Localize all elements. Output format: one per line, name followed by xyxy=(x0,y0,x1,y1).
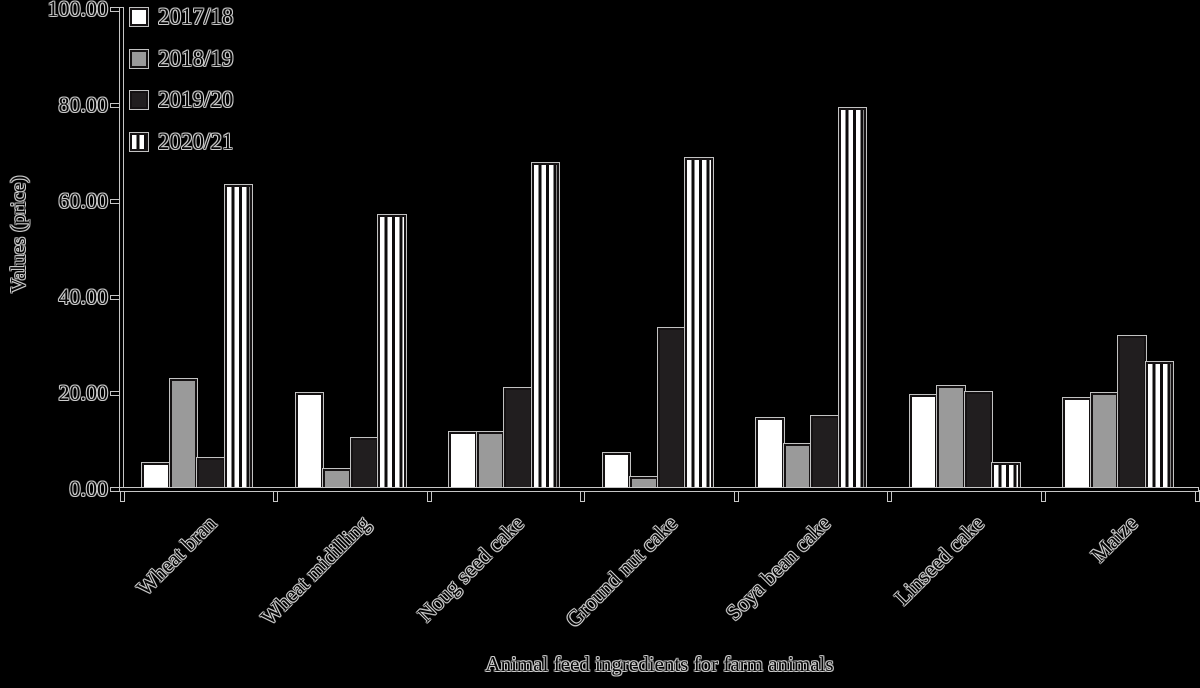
bar-2018-19-wheat-midilling xyxy=(323,468,351,489)
x-category-label-linseed-cake: Linseed cake xyxy=(889,510,989,610)
bar-2019-20-noug-seed-cake xyxy=(504,388,532,489)
y-tick-mark xyxy=(110,391,121,396)
x-tick-mark xyxy=(119,490,125,502)
x-category-label-wheat-bran: Wheat bran xyxy=(131,510,222,601)
bar-2019-20-ground-nut-cake xyxy=(657,328,686,489)
bar-2017-18-wheat-midilling xyxy=(295,393,324,489)
x-tick-mark xyxy=(580,490,586,502)
legend-label-2017-18: 2017/18 xyxy=(158,4,234,29)
x-tick-mark xyxy=(1040,490,1046,502)
bar-2019-20-soya-bean-cake xyxy=(811,416,839,489)
y-tick-label: 0.00 xyxy=(69,476,109,501)
bar-2020-21-noug-seed-cake xyxy=(531,162,560,489)
legend-swatch-2017-18 xyxy=(130,8,148,26)
bar-2017-18-linseed-cake xyxy=(909,394,938,489)
legend-swatch-2020-21 xyxy=(130,132,148,151)
bar-2020-21-maize xyxy=(1145,362,1174,489)
x-category-label-soya-bean-cake: Soya bean cake xyxy=(720,510,836,626)
legend-label-2019-20: 2019/20 xyxy=(158,87,234,112)
legend-item-2020-21: 2020/21 xyxy=(130,128,250,154)
bar-2019-20-wheat-bran xyxy=(197,457,225,489)
x-tick-mark xyxy=(733,490,739,502)
legend-label-2020-21: 2020/21 xyxy=(158,128,234,154)
y-tick-label: 80.00 xyxy=(58,92,109,117)
y-tick-label: 40.00 xyxy=(58,284,109,309)
y-tick-label: 60.00 xyxy=(58,188,109,213)
y-tick-label: 100.00 xyxy=(47,0,109,21)
bar-2017-18-soya-bean-cake xyxy=(756,417,784,489)
bar-2018-19-wheat-bran xyxy=(169,378,197,489)
bar-2019-20-linseed-cake xyxy=(964,392,993,489)
bar-2017-18-ground-nut-cake xyxy=(602,453,631,489)
y-tick-mark xyxy=(110,199,121,204)
legend-item-2018-19: 2018/19 xyxy=(130,45,250,71)
x-tick-mark xyxy=(887,490,893,502)
bar-2018-19-linseed-cake xyxy=(937,385,965,489)
bar-2018-19-soya-bean-cake xyxy=(783,443,812,489)
legend-swatch-2019-20 xyxy=(130,91,148,109)
bar-2020-21-ground-nut-cake xyxy=(685,157,713,489)
legend-label-2018-19: 2018/19 xyxy=(158,45,234,71)
x-category-label-ground-nut-cake: Ground nut cake xyxy=(560,510,682,632)
x-tick-mark xyxy=(426,490,432,502)
y-tick-mark xyxy=(110,295,121,300)
x-tick-mark xyxy=(273,490,279,502)
y-tick-label: 20.00 xyxy=(58,380,109,405)
bar-2019-20-wheat-midilling xyxy=(350,437,379,489)
bar-2018-19-noug-seed-cake xyxy=(476,432,505,489)
bar-2017-18-noug-seed-cake xyxy=(449,432,477,489)
y-tick-mark xyxy=(110,487,121,492)
bar-2019-20-maize xyxy=(1118,336,1146,489)
x-category-label-wheat-midilling: Wheat midilling xyxy=(255,510,375,630)
x-category-label-noug-seed-cake: Noug seed cake xyxy=(412,510,529,627)
bar-2017-18-wheat-bran xyxy=(142,462,170,489)
x-tick-mark xyxy=(1194,490,1200,502)
legend-item-2019-20: 2019/20 xyxy=(130,87,250,112)
bar-2018-19-maize xyxy=(1090,393,1119,489)
y-axis-line xyxy=(119,7,124,492)
bar-2020-21-soya-bean-cake xyxy=(838,108,867,489)
bar-2020-21-linseed-cake xyxy=(992,462,1020,489)
bar-2017-18-maize xyxy=(1063,397,1091,489)
y-tick-mark xyxy=(110,103,121,108)
bar-2020-21-wheat-midilling xyxy=(378,214,406,489)
bar-2020-21-wheat-bran xyxy=(224,185,252,489)
x-axis-title: Animal feed ingredients for farm animals xyxy=(485,652,834,676)
x-axis-line xyxy=(119,487,1199,492)
legend-item-2017-18: 2017/18 xyxy=(130,4,250,29)
y-tick-mark xyxy=(110,7,121,12)
x-category-label-maize: Maize xyxy=(1085,510,1143,568)
legend-swatch-2018-19 xyxy=(130,49,148,68)
